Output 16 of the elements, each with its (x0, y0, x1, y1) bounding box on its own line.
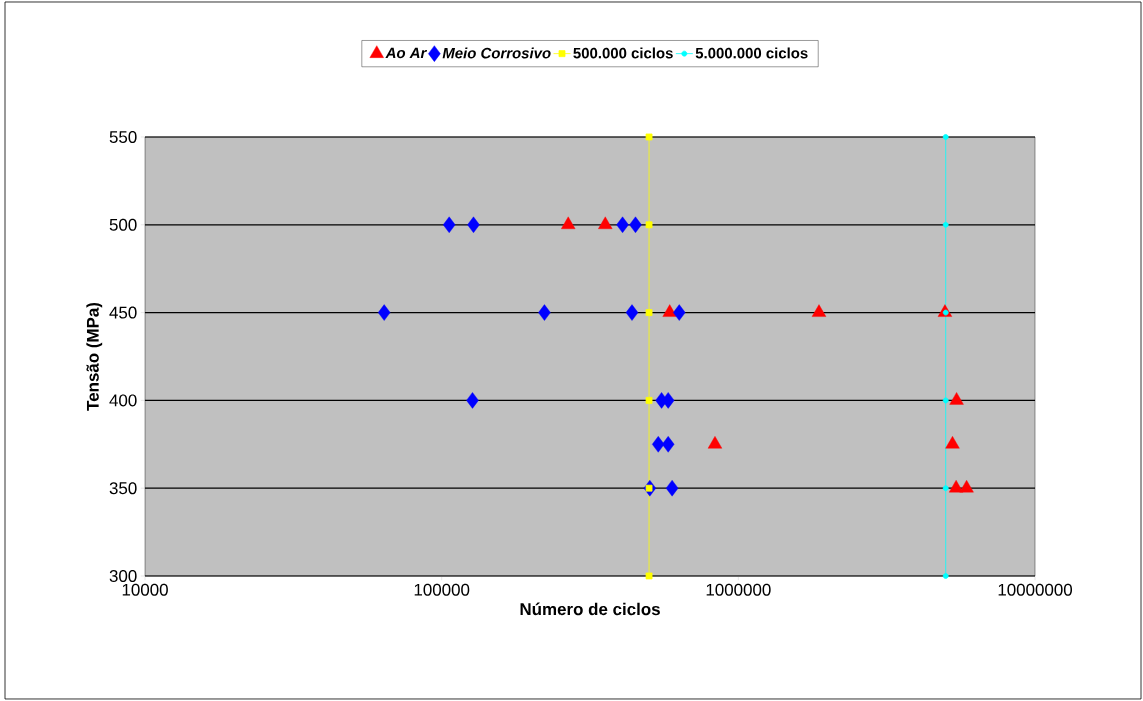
legend-label: Meio Corrosivo (442, 47, 551, 59)
y-tick-label: 500 (109, 218, 137, 231)
legend-label: Ao Ar (385, 47, 428, 59)
y-tick-label: 550 (109, 130, 137, 143)
y-tick-label: 300 (109, 569, 137, 582)
x-axis-title: Número de ciclos (520, 602, 660, 616)
x-tick-label: 1000000 (706, 583, 771, 596)
y-tick-label: 400 (109, 394, 137, 407)
x-tick-label: 10000 (122, 583, 168, 596)
x-tick-label: 10000000 (998, 583, 1073, 596)
y-tick-label: 350 (109, 482, 137, 495)
legend-label: 5.000.000 ciclos (695, 47, 808, 59)
x-tick-label: 100000 (414, 583, 470, 596)
legend-label: 500.000 ciclos (573, 47, 673, 59)
y-tick-label: 450 (109, 306, 137, 319)
y-axis-title: Tensão (MPa) (86, 302, 103, 411)
